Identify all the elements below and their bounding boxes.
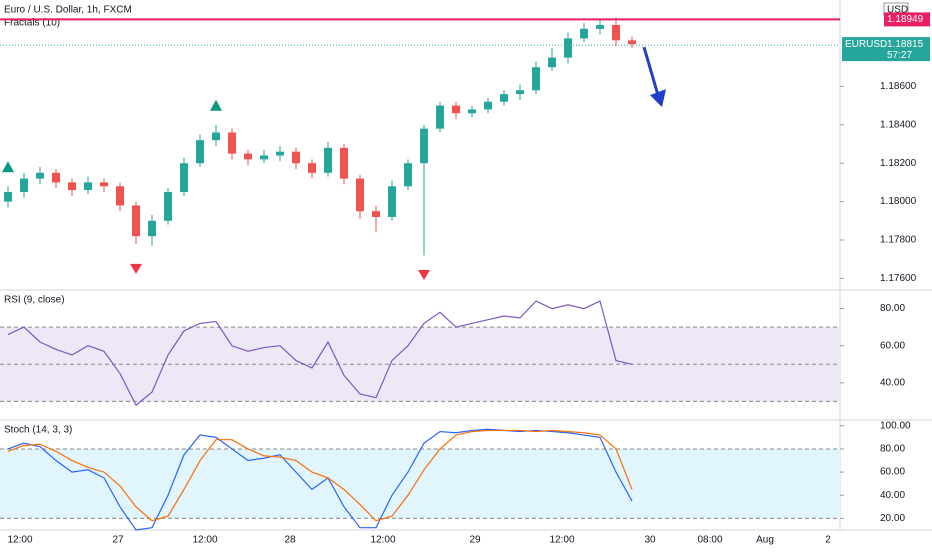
time-label: 29	[469, 535, 481, 546]
time-label: 28	[284, 535, 296, 546]
candle-body	[212, 132, 220, 141]
time-label: 12:00	[549, 535, 574, 546]
fractal-down	[418, 270, 430, 280]
candle-body	[452, 105, 460, 114]
candle-body	[148, 220, 156, 237]
candle-body	[564, 38, 572, 58]
candle-body	[324, 147, 332, 173]
fractal-up	[2, 161, 14, 173]
title: Euro / U.S. Dollar, 1h, FXCM	[4, 5, 132, 16]
candle-body	[68, 182, 76, 191]
y-tick-label: 20.00	[880, 513, 905, 524]
candle-body	[436, 105, 444, 129]
candle-body	[116, 186, 124, 206]
time-label: 30	[644, 535, 656, 546]
candle-body	[580, 28, 588, 39]
time-label: 08:00	[697, 535, 722, 546]
candle-body	[628, 40, 636, 45]
candle-body	[516, 90, 524, 95]
candle-body	[372, 211, 380, 217]
candle-body	[196, 140, 204, 164]
candle-body	[244, 153, 252, 160]
series-line	[7, 429, 633, 522]
y-tick-label: 40.00	[880, 377, 905, 388]
candle-body	[532, 67, 540, 91]
band-fill	[0, 448, 840, 519]
series-line	[7, 300, 633, 407]
candle-body	[548, 57, 556, 68]
time-label: 2	[825, 535, 831, 546]
y-tick-label: 1.18400	[880, 119, 917, 130]
countdown: 57:27	[887, 50, 912, 61]
y-tick-label: 40.00	[880, 490, 905, 501]
candle-body	[228, 132, 236, 154]
candle-body	[100, 182, 108, 187]
time-label: 12:00	[192, 535, 217, 546]
y-tick-label: 1.18200	[880, 158, 917, 169]
candle-body	[404, 163, 412, 187]
candle-body	[260, 155, 268, 160]
arrow	[642, 46, 660, 96]
time-label: Aug	[756, 535, 774, 546]
y-tick-label: 80.00	[880, 303, 905, 314]
y-tick-label: 1.18600	[880, 81, 917, 92]
y-tick-label: 60.00	[880, 340, 905, 351]
candle-body	[36, 172, 44, 179]
candle-body	[340, 147, 348, 179]
candle-body	[596, 24, 604, 29]
y-tick-label: 80.00	[880, 444, 905, 455]
candle-body	[356, 178, 364, 212]
panel-title: Stoch (14, 3, 3)	[4, 425, 72, 436]
fractal-up	[210, 99, 222, 111]
candle-body	[4, 192, 12, 202]
time-label: 27	[112, 535, 124, 546]
y-tick-label: 1.17800	[880, 235, 917, 246]
time-label: 12:00	[370, 535, 395, 546]
candle-body	[420, 128, 428, 164]
candle-body	[388, 186, 396, 217]
time-label: 12:00	[7, 535, 32, 546]
candle-body	[612, 24, 620, 41]
symbol-label: EURUSD	[845, 39, 887, 50]
candle-body	[308, 163, 316, 173]
candle-body	[292, 151, 300, 164]
candle-body	[180, 163, 188, 192]
candle-body	[52, 172, 60, 183]
candle-body	[500, 94, 508, 102]
candle-body	[164, 192, 172, 221]
resistance-label: 1.18949	[887, 14, 924, 25]
y-tick-label: 1.18000	[880, 196, 917, 207]
candle-body	[84, 182, 92, 191]
indicator-name: Fractals (10)	[4, 18, 60, 29]
last-price-box	[842, 37, 930, 62]
candle-body	[468, 109, 476, 114]
candle-body	[20, 178, 28, 192]
currency: USD	[887, 5, 908, 16]
panel-title: RSI (9, close)	[4, 295, 65, 306]
candle-body	[276, 151, 284, 156]
candle-body	[484, 101, 492, 110]
y-tick-label: 100.00	[880, 420, 911, 431]
resistance-box	[884, 12, 930, 27]
candle-body	[132, 205, 140, 237]
y-tick-label: 1.17600	[880, 273, 917, 284]
y-tick-label: 60.00	[880, 467, 905, 478]
arrow-head	[650, 89, 666, 108]
fractal-down	[130, 263, 142, 274]
last-price-label: 1.18815	[887, 39, 924, 50]
